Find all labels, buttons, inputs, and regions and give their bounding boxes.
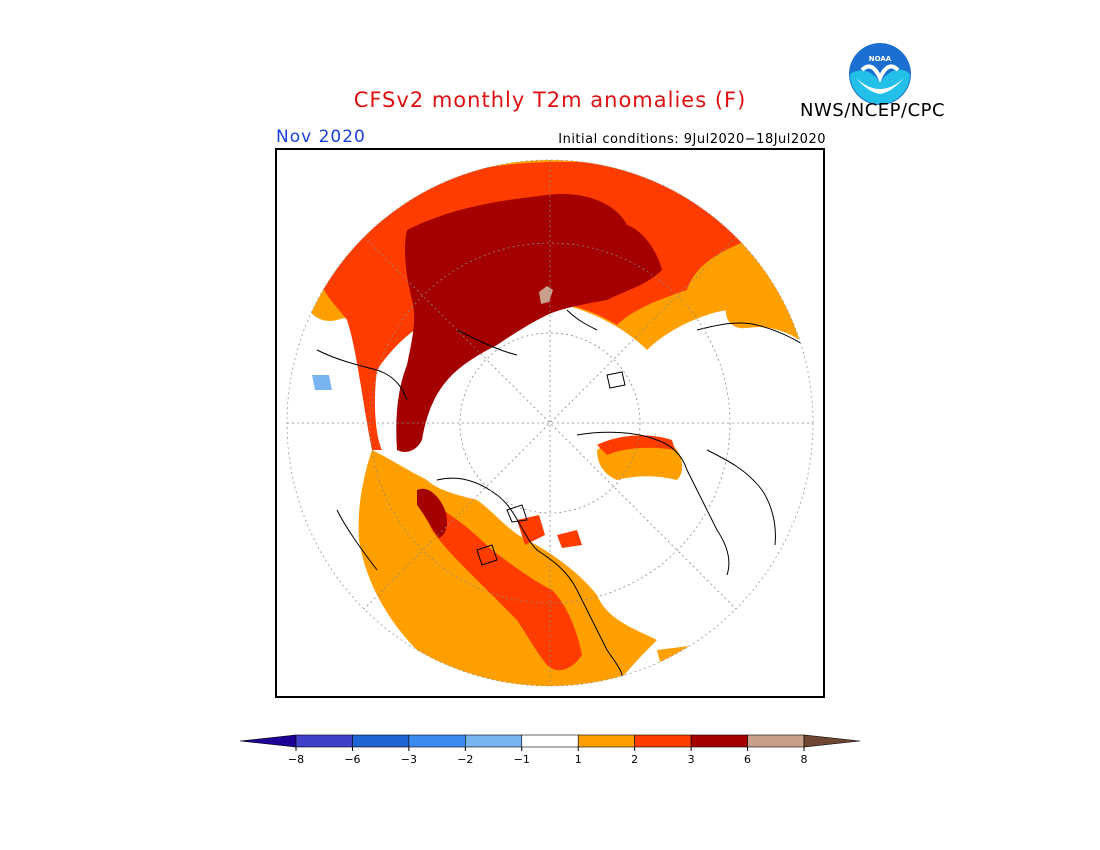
coastlines xyxy=(316,309,813,686)
anomaly-2-3-archipelago xyxy=(517,515,582,548)
map-boundary-circle xyxy=(286,159,814,687)
map-title: CFSv2 monthly T2m anomalies (F) xyxy=(353,88,747,112)
colorbar-tick-label: 8 xyxy=(801,753,808,766)
colorbar-box xyxy=(521,734,579,748)
colorbar-box xyxy=(465,734,523,748)
colorbar-tick-label: −6 xyxy=(344,753,360,766)
polar-map-frame xyxy=(275,148,825,698)
colorbar-tick-label: 1 xyxy=(575,753,582,766)
colorbar-legend: −8 −6 −3 −2 −1 1 2 3 6 8 xyxy=(239,734,861,766)
colorbar-box xyxy=(577,734,635,748)
colorbar-left-arrow xyxy=(239,734,297,748)
anomaly-2-3-europe xyxy=(426,500,582,671)
colorbar-box xyxy=(690,734,748,748)
colorbar-tick-label: −3 xyxy=(401,753,417,766)
graticule xyxy=(287,160,813,686)
svg-text:NOAA: NOAA xyxy=(869,55,892,63)
anomaly-6-8-spot xyxy=(539,286,553,304)
initial-conditions-label: Initial conditions: 9Jul2020−18Jul2020 xyxy=(558,132,826,147)
noaa-logo-icon: NOAA xyxy=(849,43,911,105)
colorbar-tick-label: −8 xyxy=(288,753,304,766)
forecast-month-label: Nov 2020 xyxy=(276,127,366,147)
colorbar-box xyxy=(295,734,353,748)
colorbar-tick-label: −2 xyxy=(457,753,473,766)
colorbar-box xyxy=(352,734,410,748)
colorbar-ticks: −8 −6 −3 −2 −1 1 2 3 6 8 xyxy=(288,747,808,766)
anomaly-3-6-siberia xyxy=(396,194,662,452)
anomaly-3-6-scandinavia xyxy=(417,488,447,538)
colorbar-boxes xyxy=(295,734,805,748)
anomaly-neg-1-2-spot xyxy=(312,375,332,390)
colorbar-tick-label: 6 xyxy=(744,753,751,766)
anomaly-2-3-canada-ne xyxy=(597,435,675,455)
colorbar-tick-label: 2 xyxy=(631,753,638,766)
colorbar-tick-label: 3 xyxy=(688,753,695,766)
colorbar-box xyxy=(634,734,692,748)
colorbar-tick-label: −1 xyxy=(514,753,530,766)
agency-label: NWS/NCEP/CPC xyxy=(800,100,946,121)
colorbar-box xyxy=(747,734,805,748)
colorbar-box xyxy=(408,734,466,748)
polar-anomaly-map xyxy=(286,159,814,687)
anomaly-1-2-canada-s xyxy=(657,645,702,670)
colorbar-right-arrow xyxy=(803,734,861,748)
